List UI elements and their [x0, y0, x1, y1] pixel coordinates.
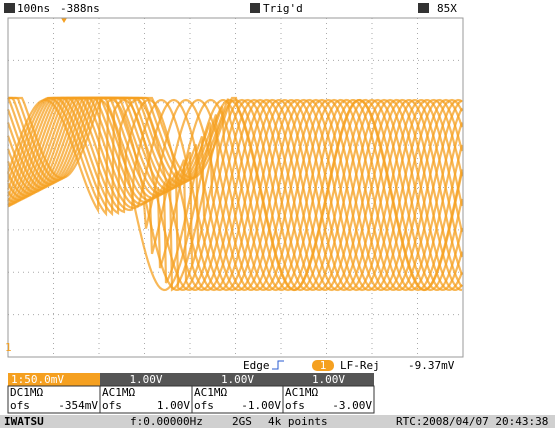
sample-rate: 2GS — [232, 415, 252, 428]
trigger-channel: 1 — [320, 359, 327, 372]
channel-scale: 1.00V — [221, 373, 254, 386]
channel-coupling: AC1MΩ — [102, 386, 135, 399]
channel-coupling: AC1MΩ — [194, 386, 227, 399]
offset-label: ofs — [102, 399, 122, 412]
trigger-coupling: LF-Rej — [340, 359, 380, 372]
ground-marker: 1 — [5, 341, 12, 354]
channel-scale: 1.00V — [312, 373, 345, 386]
trigger-type: Edge — [243, 359, 270, 372]
trigger-status: Trig'd — [263, 2, 303, 15]
channel-offset: -354mV — [58, 399, 98, 412]
trigger-icon — [250, 3, 260, 13]
offset-label: ofs — [194, 399, 214, 412]
channel-offset: -1.00V — [241, 399, 281, 412]
channel-offset: 1.00V — [157, 399, 190, 412]
channel-coupling: AC1MΩ — [285, 386, 318, 399]
record-length: 4k points — [268, 415, 328, 428]
rtc: RTC:2008/04/07 20:43:38 — [396, 415, 548, 428]
offset-label: ofs — [285, 399, 305, 412]
brand: IWATSU — [4, 415, 44, 428]
oscilloscope-screen: 100ns -388ns Trig'd 85X 1 Edge 1 LF-Rej … — [0, 0, 555, 428]
trigger-level: -9.37mV — [408, 359, 455, 372]
timebase-icon — [4, 3, 15, 13]
zoom-icon — [418, 3, 429, 13]
frequency: f:0.00000Hz — [130, 415, 203, 428]
channel-offset: -3.00V — [332, 399, 372, 412]
delay: -388ns — [60, 2, 100, 15]
channel-coupling: DC1MΩ — [10, 386, 43, 399]
offset-label: ofs — [10, 399, 30, 412]
zoom: 85X — [437, 2, 457, 15]
channel-scale: 1:50.0mV — [11, 373, 64, 386]
timebase: 100ns — [17, 2, 50, 15]
channel-scale: 1.00V — [129, 373, 162, 386]
